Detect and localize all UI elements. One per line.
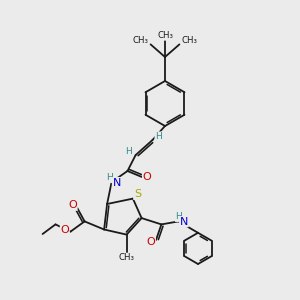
Text: N: N — [112, 178, 121, 188]
Text: CH₃: CH₃ — [132, 36, 148, 45]
Text: CH₃: CH₃ — [118, 253, 135, 262]
Text: CH₃: CH₃ — [157, 31, 173, 40]
Text: H: H — [106, 173, 113, 182]
Text: S: S — [134, 189, 141, 200]
Text: CH₃: CH₃ — [182, 36, 198, 45]
Text: N: N — [180, 217, 188, 227]
Text: O: O — [142, 172, 152, 182]
Text: O: O — [146, 237, 155, 248]
Text: O: O — [68, 200, 77, 210]
Text: H: H — [155, 132, 162, 141]
Text: O: O — [60, 225, 69, 236]
Text: H: H — [176, 212, 182, 221]
Text: H: H — [126, 147, 132, 156]
